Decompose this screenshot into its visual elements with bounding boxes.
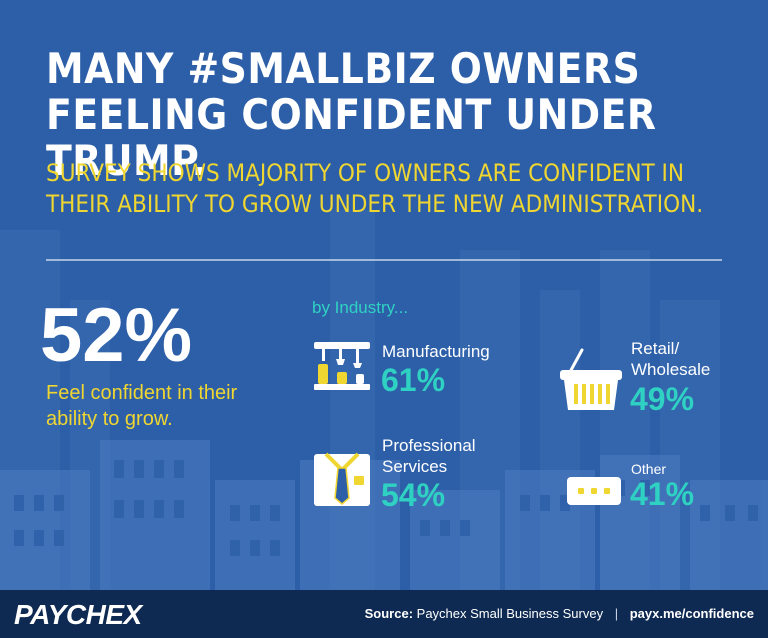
source-label: Source: <box>364 606 414 621</box>
source-text: Paychex Small Business Survey <box>416 606 604 621</box>
industry-value-manufacturing: 61% <box>381 362 446 398</box>
industry-value-other: 41% <box>630 476 695 512</box>
source-separator: | <box>614 606 619 621</box>
headline: MANY #SMALLBIZ OWNERS FEELING CONFIDENT … <box>46 44 657 185</box>
shirt-tie-icon <box>314 452 370 506</box>
industry-label-manufacturing: Manufacturing <box>382 342 490 361</box>
divider <box>46 259 722 261</box>
basket-icon <box>560 348 622 410</box>
industry-label-professional: Professional Services <box>382 436 476 476</box>
main-stat-value: 52% <box>40 293 193 378</box>
paychex-logo: PAYCHEX <box>14 599 142 630</box>
industry-label-retail: Retail/ Wholesale <box>631 339 711 379</box>
industry-value-professional: 54% <box>381 477 446 513</box>
manufacturing-icon <box>314 342 370 390</box>
industry-label-other: Other <box>631 461 667 477</box>
city-skyline-background <box>0 440 768 590</box>
ellipsis-card-icon <box>567 477 621 505</box>
subheadline: SURVEY SHOWS MAJORITY OF OWNERS ARE CONF… <box>46 159 704 218</box>
industry-value-retail: 49% <box>630 381 695 417</box>
footer: PAYCHEX Source: Paychex Small Business S… <box>0 590 768 638</box>
source-link[interactable]: payx.me/confidence <box>629 606 754 621</box>
industry-header: by Industry... <box>312 298 409 317</box>
main-stat-caption: Feel confident in their ability to grow. <box>46 382 238 430</box>
source-line: Source: Paychex Small Business Survey | … <box>365 606 754 621</box>
